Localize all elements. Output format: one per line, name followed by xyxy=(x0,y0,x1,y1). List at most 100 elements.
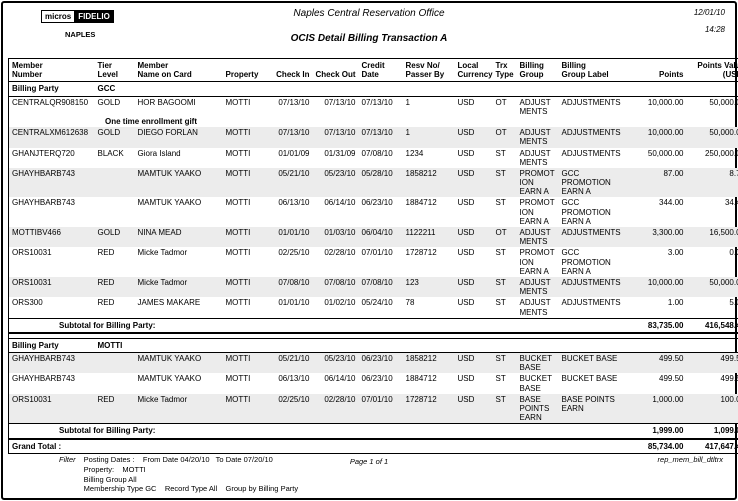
col-header-points-value: Points Value (USD) xyxy=(686,58,738,83)
cell-tier: GOLD xyxy=(94,127,135,148)
cell-points-value: 0.30 xyxy=(729,248,738,258)
grand-total-label: Grand Total : xyxy=(12,441,62,451)
cell-tier: GOLD xyxy=(97,97,121,107)
cell-billing-group-label: GCC PROMOTION EARN A xyxy=(558,167,631,198)
table-row: GHAYHBARB743 MAMTUK YAAKO MOTTI 06/13/10 06/… xyxy=(9,197,738,227)
cell-check-out: 06/14/10 xyxy=(324,374,356,384)
cell-resv-no: 1 xyxy=(402,127,455,148)
cell-currency: USD xyxy=(457,198,475,208)
cell-credit-date: 07/08/10 xyxy=(361,148,393,158)
cell-property: MOTTI xyxy=(222,167,269,198)
subtotal-points-value: 416,548.40 xyxy=(686,317,738,334)
cell-points: 344.00 xyxy=(659,198,684,208)
cell-tier xyxy=(95,373,135,393)
filter-membership-type: Membership Type GC Record Type All Group… xyxy=(83,484,299,494)
filter-summary: Filter Posting Dates : From Date 04/20/1… xyxy=(59,455,298,494)
cell-property: MOTTI xyxy=(222,276,269,298)
cell-trx-type: OT xyxy=(495,97,507,107)
cell-name: MAMTUK YAAKO xyxy=(137,198,202,208)
cell-tier xyxy=(95,197,135,227)
grand-total-points-value: 417,647.40 xyxy=(704,441,738,451)
cell-billing-group: PROMOT ION EARN A xyxy=(519,198,555,226)
cell-billing-group: PROMOT ION EARN A xyxy=(519,248,555,276)
report-title: Naples Central Reservation Office xyxy=(293,8,445,19)
cell-trx-type: ST xyxy=(492,167,517,198)
cell-billing-group-label: BUCKET BASE xyxy=(558,352,631,374)
cell-billing-group-label: ADJUSTMENTS xyxy=(561,148,621,158)
cell-member-number: ORS10031 xyxy=(8,393,95,424)
cell-tier: RED xyxy=(94,393,135,424)
col-header-tier-level: Tier Level xyxy=(94,58,135,83)
cell-resv-no: 78 xyxy=(405,298,415,308)
cell-check-out: 07/08/10 xyxy=(312,276,359,298)
subtotal-row: Subtotal for Billing Party: 1,999.00 1,099… xyxy=(8,423,738,440)
cell-trx-type: ST xyxy=(492,352,517,374)
cell-check-out: 07/13/10 xyxy=(324,97,356,107)
cell-resv-no: 1122211 xyxy=(402,227,455,248)
billing-party-value: MOTTI xyxy=(94,338,738,354)
cell-resv-no: 1728712 xyxy=(402,393,455,424)
cell-check-in: 06/13/10 xyxy=(278,374,310,384)
cell-member-number: MOTTIBV466 xyxy=(8,227,95,248)
cell-billing-group: ADJUST MENTS xyxy=(519,148,551,167)
billing-party-value: GCC xyxy=(94,81,738,97)
filter-billing-group: Billing Group All xyxy=(83,474,137,484)
cell-check-in: 01/01/09 xyxy=(278,148,310,158)
cell-billing-group: ADJUST MENTS xyxy=(519,298,551,317)
cell-billing-group: PROMOT ION EARN A xyxy=(516,167,559,198)
cell-resv-no: 1234 xyxy=(405,148,424,158)
cell-billing-group-label: GCC PROMOTION EARN A xyxy=(561,248,611,276)
cell-property: MOTTI xyxy=(222,393,269,424)
cell-currency: USD xyxy=(457,374,475,384)
cell-points: 87.00 xyxy=(630,167,687,198)
cell-name: Micke Tadmor xyxy=(137,248,188,258)
table-row: GHAYHBARB743 MAMTUK YAAKO MOTTI 06/13/10 06/… xyxy=(9,373,738,393)
cell-property: MOTTI xyxy=(222,352,269,374)
cell-property: MOTTI xyxy=(225,248,251,258)
billing-party-label: Billing Party xyxy=(8,81,95,97)
cell-billing-group: BASE POINTS EARN xyxy=(516,393,559,424)
cell-points-value: 499.50 xyxy=(686,352,738,374)
cell-check-out: 01/02/10 xyxy=(324,298,356,308)
cell-name: NINA MEAD xyxy=(134,227,223,248)
cell-currency: USD xyxy=(457,298,475,308)
cell-billing-group-label: GCC PROMOTION EARN A xyxy=(561,198,611,226)
cell-points-value: 34.40 xyxy=(724,198,738,208)
cell-credit-date: 05/28/10 xyxy=(358,167,403,198)
cell-check-out: 01/03/10 xyxy=(312,227,359,248)
cell-member-number: GHANJTERQ720 xyxy=(12,148,75,158)
table-row: ORS10031 RED Micke Tadmor MOTTI 07/08/10 07/0… xyxy=(8,276,738,298)
cell-check-in: 05/21/10 xyxy=(268,352,313,374)
col-header-points: Points xyxy=(630,58,687,83)
cell-name: DIEGO FORLAN xyxy=(134,127,223,148)
billing-party-row: Billing Party MOTTI xyxy=(8,338,738,354)
cell-name: MAMTUK YAAKO xyxy=(134,167,223,198)
cell-tier xyxy=(94,167,135,198)
property-name: NAPLES xyxy=(65,30,96,39)
cell-currency: USD xyxy=(457,248,475,258)
table-row: MOTTIBV466 GOLD NINA MEAD MOTTI 01/01/10 01/0… xyxy=(8,227,738,248)
cell-points: 10,000.00 xyxy=(630,127,687,148)
cell-billing-group-label: ADJUSTMENTS xyxy=(561,97,621,107)
cell-credit-date: 06/23/10 xyxy=(361,198,393,208)
cell-billing-group: BUCKET BASE xyxy=(516,352,559,374)
cell-property: MOTTI xyxy=(225,198,251,208)
billing-transaction-table: Member Number Tier Level Member Name on … xyxy=(8,58,738,454)
cell-member-number: ORS300 xyxy=(12,298,43,308)
cell-points-value: 50,000.00 xyxy=(686,127,738,148)
cell-check-out: 05/23/10 xyxy=(312,167,359,198)
filter-lines: Posting Dates : From Date 04/20/10 To Da… xyxy=(84,455,298,494)
cell-billing-group: ADJUST MENTS xyxy=(516,276,559,298)
cell-billing-group: ADJUST MENTS xyxy=(516,227,559,248)
cell-billing-group: ADJUST MENTS xyxy=(519,97,551,116)
col-header-property: Property xyxy=(222,58,269,83)
cell-billing-group-label: BUCKET BASE xyxy=(561,374,618,384)
cell-currency: USD xyxy=(454,352,493,374)
cell-points-value: 499.50 xyxy=(720,374,738,384)
cell-check-out: 07/13/10 xyxy=(312,127,359,148)
cell-points-value: 16,500.00 xyxy=(686,227,738,248)
col-header-billing-group-label: Billing Group Label xyxy=(558,58,631,83)
col-header-credit-date: Credit Date xyxy=(358,58,403,83)
cell-name: MAMTUK YAAKO xyxy=(137,374,202,384)
